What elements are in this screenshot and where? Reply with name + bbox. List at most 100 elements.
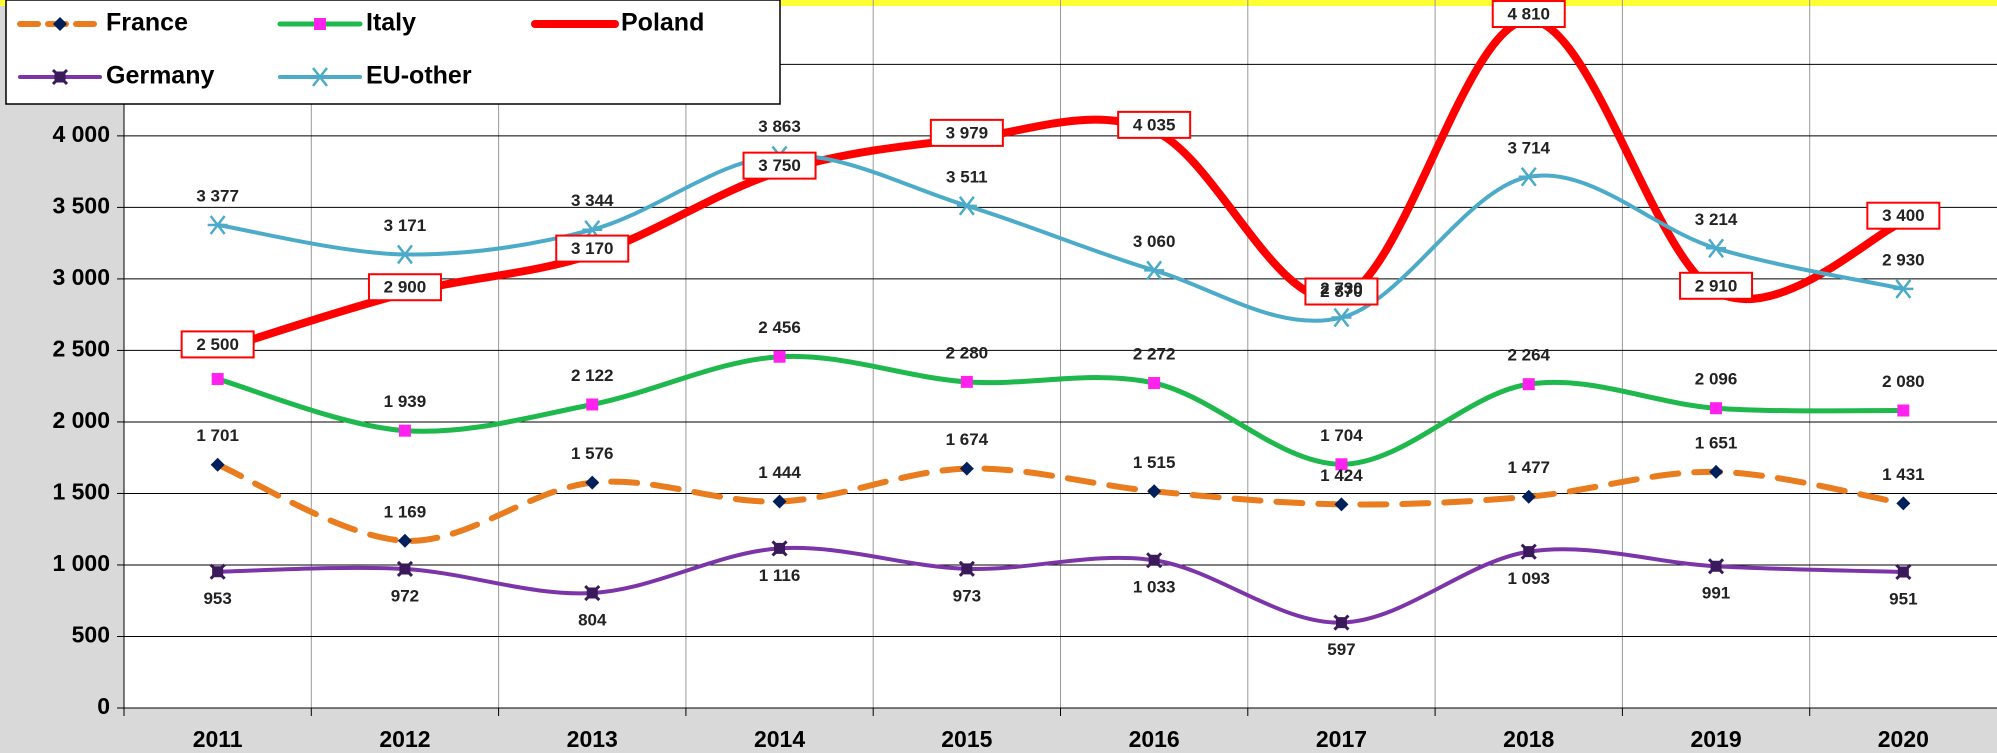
marker bbox=[584, 584, 601, 602]
marker bbox=[1518, 167, 1539, 187]
legend-label: Poland bbox=[621, 9, 704, 37]
legend-label: Italy bbox=[366, 9, 416, 37]
legend: France Italy Poland Germany EU-other bbox=[5, 0, 781, 105]
value-label: 1 515 bbox=[1133, 453, 1176, 472]
value-label: 1 701 bbox=[196, 426, 239, 445]
value-label: 1 674 bbox=[946, 430, 989, 449]
series bbox=[214, 461, 1907, 544]
value-label: 3 171 bbox=[384, 216, 427, 235]
value-label: 951 bbox=[1889, 589, 1917, 608]
value-label-box bbox=[1304, 277, 1379, 306]
series-line bbox=[215, 153, 1906, 323]
value-label: 1 093 bbox=[1507, 569, 1550, 588]
series-line bbox=[215, 545, 1906, 625]
value-label-box bbox=[1679, 271, 1754, 300]
value-label: 4 035 bbox=[1133, 115, 1176, 134]
value-label: 2 096 bbox=[1695, 370, 1738, 389]
series bbox=[215, 353, 1906, 467]
value-label: 2 900 bbox=[384, 278, 427, 297]
y-tick-label: 2 500 bbox=[52, 336, 110, 362]
value-label: 2 080 bbox=[1882, 372, 1925, 391]
marker bbox=[1144, 260, 1165, 281]
value-label: 804 bbox=[578, 610, 607, 629]
series bbox=[215, 153, 1906, 323]
x-tick-label: 2015 bbox=[941, 726, 992, 752]
value-label: 3 750 bbox=[758, 156, 801, 175]
value-label: 3 377 bbox=[196, 186, 239, 205]
legend-label: France bbox=[106, 9, 188, 37]
marker bbox=[772, 494, 787, 509]
marker bbox=[585, 475, 600, 490]
marker bbox=[53, 17, 67, 31]
marker bbox=[1146, 552, 1163, 569]
value-label: 1 444 bbox=[758, 463, 801, 482]
value-label: 3 170 bbox=[571, 239, 614, 258]
marker bbox=[1334, 497, 1349, 512]
value-label: 2 122 bbox=[571, 366, 614, 385]
y-tick-label: 500 bbox=[72, 622, 110, 648]
value-label: 1 169 bbox=[384, 502, 427, 521]
value-label-box bbox=[1866, 201, 1941, 230]
marker bbox=[1335, 458, 1348, 471]
series-line bbox=[215, 353, 1906, 467]
value-label-box bbox=[367, 273, 442, 302]
value-label: 2 280 bbox=[946, 343, 989, 362]
value-label: 973 bbox=[953, 586, 981, 605]
value-label: 1 424 bbox=[1320, 466, 1363, 485]
value-label: 597 bbox=[1327, 640, 1355, 659]
value-label: 1 033 bbox=[1133, 578, 1176, 597]
value-label: 3 511 bbox=[946, 167, 988, 186]
legend-label: Germany bbox=[106, 62, 214, 90]
value-label: 1 477 bbox=[1507, 458, 1550, 477]
value-label: 1 651 bbox=[1695, 433, 1738, 452]
marker bbox=[314, 18, 326, 30]
marker bbox=[773, 350, 786, 363]
value-label: 3 214 bbox=[1695, 210, 1738, 229]
marker bbox=[771, 540, 788, 557]
value-label: 3 979 bbox=[946, 123, 989, 142]
x-tick-label: 2017 bbox=[1316, 726, 1367, 752]
y-tick-label: 1 500 bbox=[52, 479, 110, 505]
marker bbox=[398, 424, 411, 437]
value-label: 2 500 bbox=[196, 335, 239, 354]
marker bbox=[1707, 558, 1725, 575]
value-label: 2 456 bbox=[758, 318, 801, 337]
value-label: 991 bbox=[1702, 584, 1730, 603]
value-label-box bbox=[555, 234, 630, 263]
marker bbox=[209, 563, 226, 580]
marker bbox=[1706, 238, 1727, 259]
marker bbox=[1147, 484, 1162, 499]
legend-box bbox=[5, 0, 781, 105]
value-label: 4 810 bbox=[1507, 5, 1550, 24]
marker bbox=[956, 196, 977, 216]
value-label: 2 910 bbox=[1695, 276, 1738, 295]
marker bbox=[1333, 614, 1350, 631]
marker bbox=[207, 215, 228, 235]
marker bbox=[1148, 377, 1161, 390]
value-label: 953 bbox=[203, 589, 231, 608]
value-label: 1 576 bbox=[571, 444, 614, 463]
series-line bbox=[214, 461, 1907, 544]
y-tick-label: 1 000 bbox=[52, 550, 110, 576]
marker bbox=[310, 67, 330, 87]
value-label: 3 344 bbox=[571, 191, 614, 210]
x-tick-label: 2012 bbox=[379, 726, 430, 752]
value-label: 1 116 bbox=[759, 566, 801, 585]
marker bbox=[1331, 307, 1352, 328]
marker bbox=[1709, 464, 1724, 479]
marker bbox=[1895, 563, 1912, 581]
value-label-box bbox=[742, 151, 817, 180]
marker bbox=[1896, 496, 1911, 511]
value-label-box bbox=[180, 330, 255, 359]
y-tick-label: 4 000 bbox=[52, 121, 110, 147]
value-label: 1 704 bbox=[1320, 426, 1363, 445]
value-label-box bbox=[929, 118, 1004, 147]
marker bbox=[1893, 279, 1914, 299]
x-tick-label: 2020 bbox=[1878, 726, 1929, 752]
x-tick-label: 2014 bbox=[754, 726, 805, 752]
y-tick-label: 3 500 bbox=[52, 192, 110, 218]
value-label: 2 272 bbox=[1133, 345, 1176, 364]
value-label: 2 730 bbox=[1320, 279, 1363, 298]
marker bbox=[51, 68, 69, 86]
marker bbox=[211, 373, 224, 386]
